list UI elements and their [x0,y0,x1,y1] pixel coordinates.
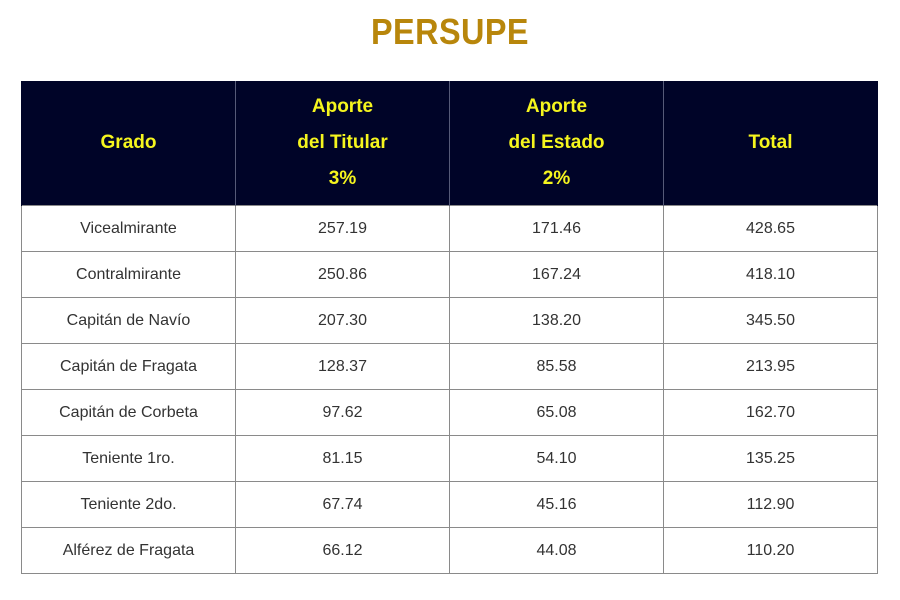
cell-total: 418.10 [663,251,878,298]
cell-total: 162.70 [663,389,878,436]
cell-grado: Vicealmirante [21,205,236,252]
table-header: Grado Aporte del Titular 3% Aporte del E… [21,81,878,206]
header-aporte-estado-line-1: Aporte [525,96,588,117]
header-row: Grado Aporte del Titular 3% Aporte del E… [21,81,878,206]
cell-aporte-estado: 44.08 [449,527,664,574]
table-row: Capitán de Fragata 128.37 85.58 213.95 [21,343,878,390]
table-row: Teniente 1ro. 81.15 54.10 135.25 [21,435,878,482]
header-total-label: Total [748,132,793,153]
cell-total: 135.25 [663,435,878,482]
header-aporte-titular-line-3: 3% [328,168,357,189]
table-row: Vicealmirante 257.19 171.46 428.65 [21,205,878,252]
table-row: Capitán de Navío 207.30 138.20 345.50 [21,297,878,344]
cell-aporte-estado: 45.16 [449,481,664,528]
cell-grado: Teniente 2do. [21,481,236,528]
cell-total: 428.65 [663,205,878,252]
cell-aporte-estado: 54.10 [449,435,664,482]
cell-aporte-estado: 85.58 [449,343,664,390]
cell-aporte-estado: 167.24 [449,251,664,298]
table-row: Capitán de Corbeta 97.62 65.08 162.70 [21,389,878,436]
cell-aporte-estado: 171.46 [449,205,664,252]
header-aporte-estado-line-3: 2% [542,168,571,189]
header-aporte-titular-line-1: Aporte [311,96,374,117]
page-title: PERSUPE [370,11,530,52]
cell-grado: Capitán de Fragata [21,343,236,390]
header-aporte-estado-line-2: del Estado [508,132,605,153]
cell-total: 345.50 [663,297,878,344]
cell-aporte-titular: 81.15 [235,435,450,482]
cell-total: 112.90 [663,481,878,528]
table-row: Teniente 2do. 67.74 45.16 112.90 [21,481,878,528]
header-aporte-titular: Aporte del Titular 3% [235,81,450,206]
cell-grado: Alférez de Fragata [21,527,236,574]
header-grado: Grado [21,81,236,206]
cell-grado: Capitán de Corbeta [21,389,236,436]
cell-aporte-titular: 97.62 [235,389,450,436]
cell-aporte-titular: 207.30 [235,297,450,344]
table-row: Alférez de Fragata 66.12 44.08 110.20 [21,527,878,574]
cell-aporte-titular: 250.86 [235,251,450,298]
header-aporte-titular-line-2: del Titular [297,132,388,153]
cell-grado: Contralmirante [21,251,236,298]
cell-grado: Teniente 1ro. [21,435,236,482]
cell-total: 213.95 [663,343,878,390]
table-body: Vicealmirante 257.19 171.46 428.65 Contr… [21,205,878,574]
cell-aporte-titular: 67.74 [235,481,450,528]
cell-aporte-titular: 66.12 [235,527,450,574]
header-total: Total [663,81,878,206]
table-row: Contralmirante 250.86 167.24 418.10 [21,251,878,298]
cell-aporte-titular: 257.19 [235,205,450,252]
header-grado-label: Grado [100,132,157,153]
cell-aporte-estado: 65.08 [449,389,664,436]
cell-aporte-estado: 138.20 [449,297,664,344]
cell-aporte-titular: 128.37 [235,343,450,390]
header-aporte-estado: Aporte del Estado 2% [449,81,664,206]
contributions-table: Grado Aporte del Titular 3% Aporte del E… [21,81,878,574]
cell-total: 110.20 [663,527,878,574]
cell-grado: Capitán de Navío [21,297,236,344]
